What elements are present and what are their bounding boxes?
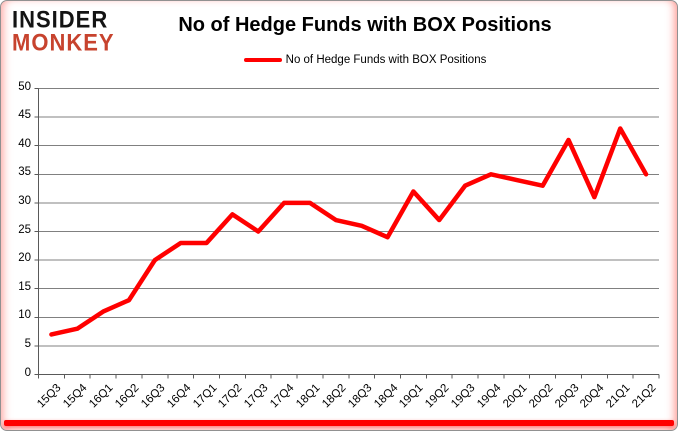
chart-legend: No of Hedge Funds with BOX Positions	[125, 54, 605, 66]
bottom-accent-bar	[4, 420, 674, 426]
y-tick-label: 30	[18, 194, 31, 207]
y-tick-label: 0	[24, 366, 31, 379]
legend-line-swatch	[243, 58, 282, 62]
logo-text-monkey: MONKEY	[12, 28, 115, 56]
y-tick-label: 5	[24, 337, 31, 350]
y-tick-label: 10	[18, 309, 31, 322]
chart-title: No of Hedge Funds with BOX Positions	[178, 14, 552, 36]
y-tick-label: 35	[18, 166, 31, 179]
y-tick-label: 20	[18, 252, 31, 265]
y-tick-label: 45	[18, 109, 31, 122]
logo-text-insider: INSIDER	[12, 5, 109, 33]
legend-label: No of Hedge Funds with BOX Positions	[285, 54, 487, 66]
y-tick-label: 50	[18, 80, 31, 93]
y-tick-label: 15	[18, 280, 31, 293]
insider-monkey-logo: INSIDER MONKEY	[12, 5, 115, 56]
y-tick-label: 25	[18, 223, 31, 236]
y-tick-label: 40	[18, 137, 31, 150]
